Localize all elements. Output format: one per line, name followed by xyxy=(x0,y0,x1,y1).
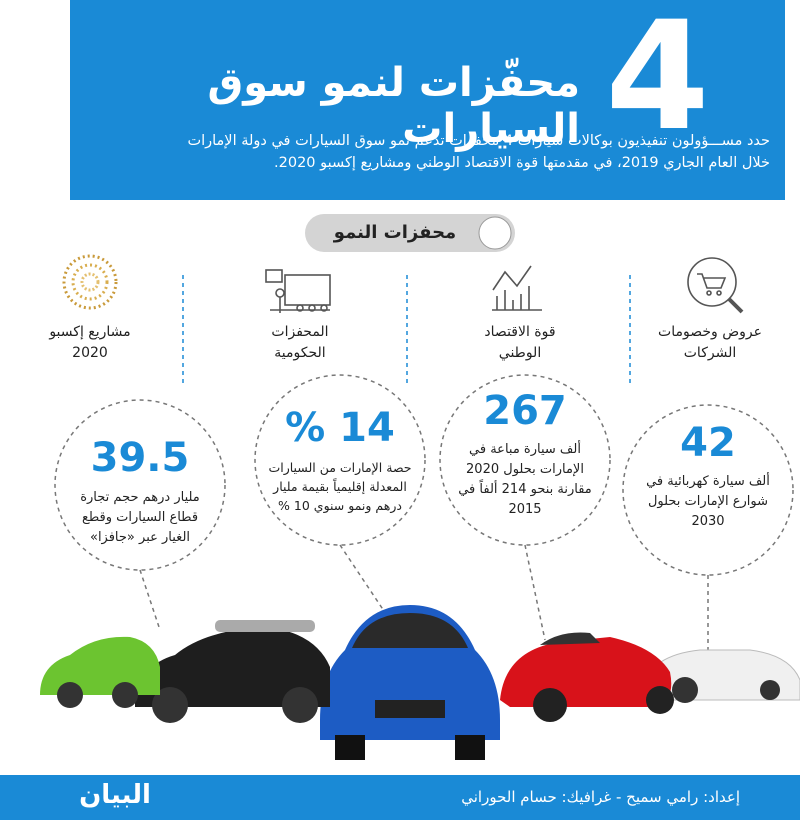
pill-knob xyxy=(478,216,512,250)
intro: حدد مســـؤولون تنفيذيون بوكالات سيارات 4… xyxy=(187,133,770,171)
driver: مشاريع إكسبو 2020 xyxy=(49,324,131,361)
stat-text: مليار درهم حجم تجارة قطاع السيارات وقطع … xyxy=(80,490,200,545)
driver: عروض وخصومات الشركات xyxy=(658,324,762,361)
car-black xyxy=(135,620,330,723)
logo: البيان xyxy=(79,780,151,810)
header-box xyxy=(70,0,785,200)
section-label: محفزات النمو xyxy=(333,222,457,243)
title: محفّزات لنمو سوق السيارات xyxy=(207,60,580,152)
car-green xyxy=(40,636,160,708)
stat-circles xyxy=(54,374,794,650)
separators xyxy=(182,275,631,385)
car-white xyxy=(639,649,800,703)
credits: إعداد: رامي سميح - غرافيك: حسام الحوراني xyxy=(461,788,740,806)
icons xyxy=(265,257,744,314)
expo-logo xyxy=(62,254,118,310)
big-number: 4 xyxy=(605,0,710,164)
stat-text: حصة الإمارات من السيارات المعدلة إقليميا… xyxy=(268,460,412,513)
stat-number: 14 % xyxy=(285,405,395,451)
footer-bar xyxy=(0,775,800,820)
stat-number: 42 xyxy=(680,420,736,466)
stat-text: ألف سيارة مباعة في الإمارات بحلول 2020 م… xyxy=(458,442,592,517)
car-blue xyxy=(320,605,500,760)
driver: قوة الاقتصاد الوطني xyxy=(484,324,556,361)
car-red xyxy=(500,632,674,722)
stat-text: ألف سيارة كهربائية في شوارع الإمارات بحل… xyxy=(646,474,770,529)
pill xyxy=(305,214,515,252)
driver: المحفزات الحكومية xyxy=(271,324,329,361)
stat-number: 267 xyxy=(483,388,567,434)
stat-number: 39.5 xyxy=(90,435,190,481)
